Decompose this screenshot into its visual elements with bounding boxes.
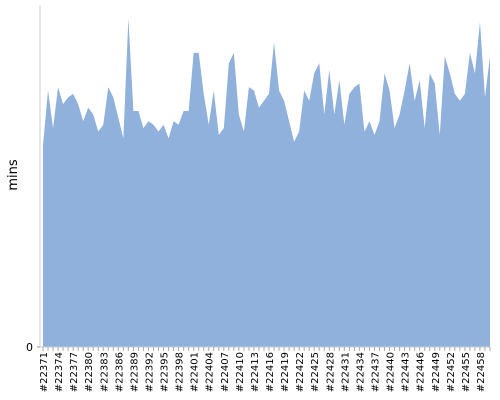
x-tick-label: #22449 <box>431 352 442 392</box>
x-tick-label: #22395 <box>160 352 171 392</box>
x-tick-label: #22416 <box>265 352 276 392</box>
x-tick-label: #22458 <box>476 352 487 392</box>
x-tick-label: #22386 <box>114 352 125 392</box>
x-tick-label: #22419 <box>280 352 291 392</box>
x-tick-label: #22380 <box>84 352 95 392</box>
x-tick-label: #22413 <box>250 352 261 392</box>
x-tick-label: #22434 <box>355 352 366 392</box>
x-tick-label: #22422 <box>295 352 306 392</box>
x-tick-label: #22374 <box>54 352 65 392</box>
x-tick-label: #22431 <box>340 352 351 392</box>
x-tick-label: #22389 <box>129 352 140 392</box>
x-tick-label: #22392 <box>144 352 155 392</box>
x-tick-label: #22428 <box>325 352 336 392</box>
x-tick-label: #22440 <box>386 352 397 392</box>
x-tick-label: #22425 <box>310 352 321 392</box>
x-tick-label: #22401 <box>190 352 201 392</box>
x-tick-label: #22443 <box>401 352 412 392</box>
x-tick-label: #22446 <box>416 352 427 392</box>
x-tick-label: #22455 <box>461 352 472 392</box>
x-tick-label: #22410 <box>235 352 246 392</box>
y-axis-label: mins <box>6 159 21 191</box>
y-tick-label: 0 <box>26 341 33 354</box>
x-tick-label: #22407 <box>220 352 231 392</box>
x-tick-label: #22398 <box>175 352 186 392</box>
x-tick-label: #22383 <box>99 352 110 392</box>
x-tick-label: #22371 <box>39 352 50 392</box>
x-tick-label: #22377 <box>69 352 80 392</box>
x-tick-label: #22437 <box>370 352 381 392</box>
area <box>43 18 490 348</box>
x-tick-label: #22404 <box>205 352 216 392</box>
x-tick-label: #22452 <box>446 352 457 392</box>
